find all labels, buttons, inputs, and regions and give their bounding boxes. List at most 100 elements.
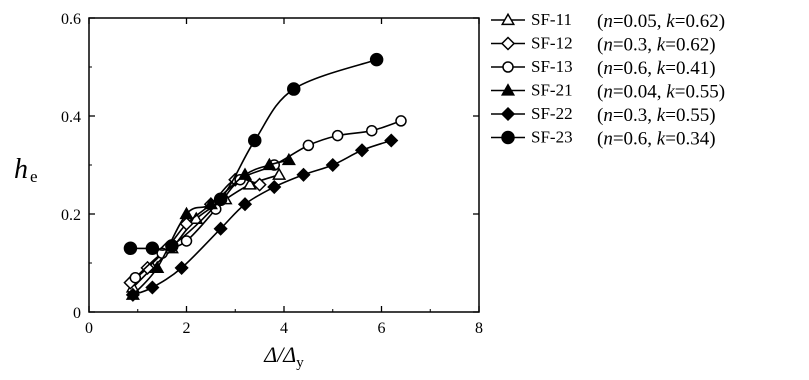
legend-series-name: SF-13 (531, 57, 573, 76)
legend-param-n: 0.3 (624, 35, 648, 56)
legend-param-k: 0.62 (685, 11, 718, 32)
legend-param-k-label: k (666, 82, 675, 103)
series-sf-21 (125, 152, 296, 300)
data-point (296, 167, 311, 182)
legend-param-punct: = (613, 82, 624, 103)
data-point (325, 157, 340, 173)
data-point (180, 235, 193, 247)
series-line (132, 139, 392, 296)
legend-param-punct: , (647, 35, 657, 56)
legend-param-k-label: k (657, 105, 666, 126)
data-point (140, 260, 155, 275)
data-point (242, 177, 257, 190)
legend-param-punct: ) (709, 35, 715, 56)
y-tick-label: 0 (73, 305, 81, 322)
legend-param-punct: , (657, 11, 667, 32)
legend-series-params: (n=0.3, k=0.55) (597, 105, 716, 126)
legend-param-n-label: n (603, 105, 613, 126)
data-point (267, 179, 282, 195)
series-layer (123, 52, 407, 302)
legend-series-params: (n=0.05, k=0.62) (597, 11, 725, 32)
legend-param-k-label: k (657, 35, 666, 56)
data-point (179, 216, 194, 231)
legend-series-params: (n=0.6, k=0.41) (597, 58, 716, 79)
legend-series-name: SF-11 (531, 10, 572, 29)
data-point (213, 192, 228, 207)
data-point (145, 280, 160, 295)
legend-param-k-label: k (657, 58, 666, 79)
legend-param-n-label: n (603, 58, 613, 79)
series-sf-22 (125, 133, 399, 302)
legend-param-punct: , (647, 105, 657, 126)
legend-param-n-label: n (603, 129, 613, 150)
legend-param-k: 0.55 (676, 105, 709, 126)
legend-param-punct: ( (597, 105, 603, 126)
data-point (213, 221, 228, 236)
data-point (203, 196, 218, 210)
legend-param-n: 0.6 (624, 58, 648, 79)
data-point (145, 241, 160, 256)
y-tick-label: 0.2 (61, 207, 81, 224)
legend-entry: SF-23 (n=0.6, k=0.34) (491, 128, 716, 150)
legend-param-punct: = (613, 11, 624, 32)
legend-param-k: 0.62 (676, 35, 709, 56)
legend-param-punct: = (675, 82, 686, 103)
legend-marker (500, 12, 516, 26)
x-tick-label: 4 (280, 320, 288, 337)
legend-param-punct: ) (719, 11, 725, 32)
legend-entry: SF-13 (n=0.6, k=0.41) (491, 57, 716, 79)
data-point (179, 206, 194, 220)
legend-param-punct: , (647, 129, 657, 150)
data-point (384, 133, 399, 148)
x-tick-label: 8 (475, 320, 483, 337)
legend-param-n: 0.6 (624, 129, 648, 150)
data-point (237, 167, 253, 180)
legend-param-punct: , (657, 82, 667, 103)
legend-series-name: SF-12 (531, 34, 573, 53)
data-point (369, 52, 384, 67)
y-axis-label-sub: e (30, 167, 38, 186)
legend-param-punct: ) (709, 129, 715, 150)
data-point (248, 133, 262, 148)
legend-param-k-label: k (666, 11, 675, 32)
data-point (123, 241, 138, 256)
legend-series-params: (n=0.6, k=0.34) (597, 129, 716, 150)
series-line (130, 58, 377, 251)
series-sf-23 (123, 52, 384, 256)
legend-series-name: SF-23 (531, 128, 573, 147)
legend-series-params: (n=0.04, k=0.55) (597, 82, 725, 103)
data-point (125, 287, 140, 302)
legend-param-punct: = (665, 105, 676, 126)
y-tick-label: 0.4 (61, 109, 81, 126)
x-axis-label-main: Δ/Δ (263, 342, 296, 367)
data-point (287, 82, 301, 96)
x-tick-label: 6 (378, 320, 386, 337)
x-axis-label-sub: y (296, 355, 304, 371)
legend-param-k: 0.34 (676, 129, 710, 150)
legend-param-punct: = (613, 105, 624, 126)
data-point (165, 239, 179, 253)
series-sf-13 (129, 115, 407, 284)
legend-param-k: 0.41 (676, 58, 709, 79)
x-axis-label: Δ/Δy (263, 342, 304, 371)
data-point (174, 260, 189, 275)
legend-param-punct: = (665, 58, 676, 79)
legend-entry: SF-11 (n=0.05, k=0.62) (491, 10, 725, 32)
y-axis-label-main: h (14, 154, 28, 185)
data-point (354, 143, 370, 158)
data-point (150, 260, 165, 273)
legend-param-punct: , (647, 58, 657, 79)
data-point (281, 152, 296, 166)
x-tick-label: 0 (85, 320, 93, 337)
data-point (129, 271, 142, 284)
axes: 0 2 4 6 8 0 0.2 0.4 0.6 Δ/Δy h e (14, 11, 483, 371)
legend-marker (501, 130, 515, 145)
series-line (132, 159, 290, 296)
legend-param-n-label: n (603, 11, 613, 32)
legend: SF-11 (n=0.05, k=0.62)SF-12 (n=0.3, k=0.62… (491, 10, 725, 150)
legend-param-punct: = (613, 58, 624, 79)
legend-param-punct: = (613, 129, 624, 150)
legend-param-punct: ( (597, 11, 603, 32)
